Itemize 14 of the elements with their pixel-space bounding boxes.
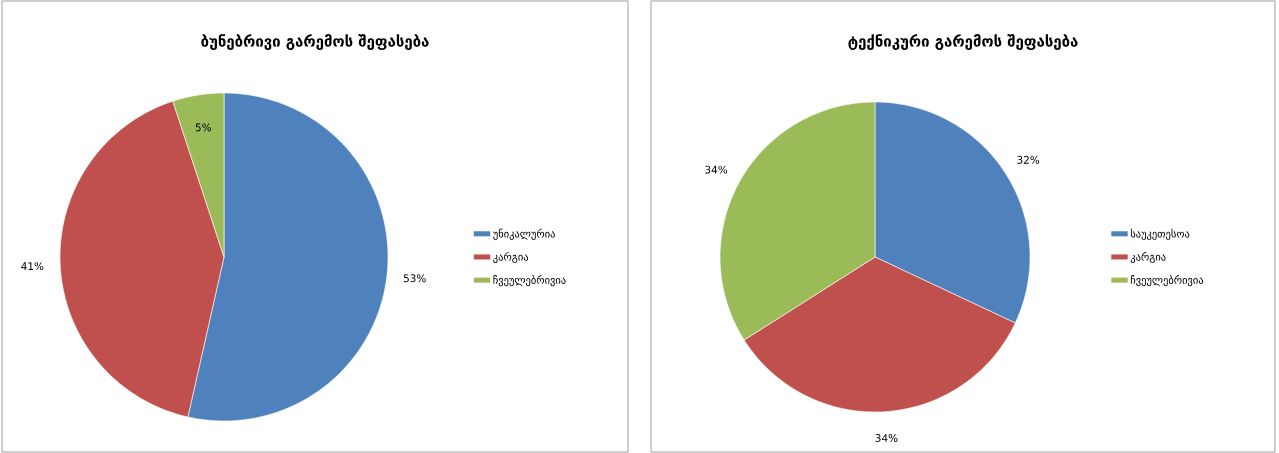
data-label: 34% xyxy=(875,434,898,442)
legend-label: საუკეთესოა xyxy=(1130,228,1190,240)
legend-label: უნიკალურია xyxy=(492,228,555,240)
data-label: 32% xyxy=(1017,155,1040,164)
legend-label: კარგია xyxy=(493,251,529,264)
data-label: 41% xyxy=(21,262,44,271)
chart-title: ტექნიკური გარემოს შეფასება xyxy=(848,34,1078,50)
data-label: 5% xyxy=(195,123,211,132)
legend-label: ჩვეულებრივია xyxy=(493,275,566,287)
chart-title: ბუნებრივი გარემოს შეფასება xyxy=(201,34,429,50)
legend-label: კარგია xyxy=(1130,251,1166,264)
data-label: 53% xyxy=(403,274,426,283)
legend-label: ჩვეულებრივია xyxy=(1130,275,1204,287)
data-label: 34% xyxy=(705,165,728,174)
